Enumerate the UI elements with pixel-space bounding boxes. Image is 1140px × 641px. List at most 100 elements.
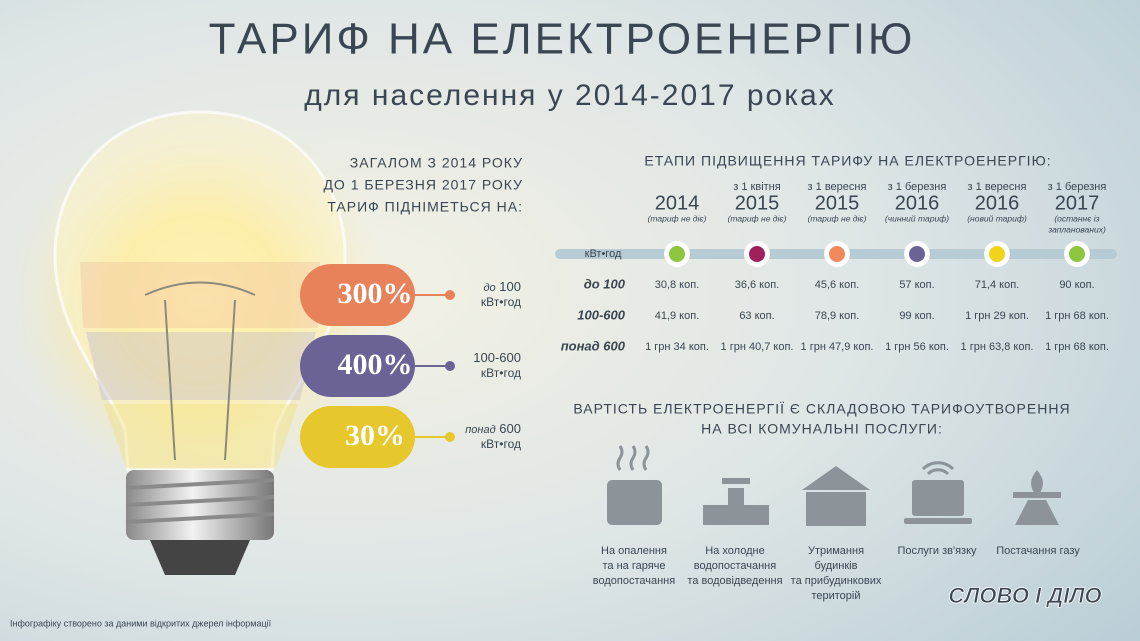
connector-dot: [445, 432, 455, 442]
service-label: водопостачання: [694, 560, 776, 572]
tariff-value: 90 коп.: [1059, 279, 1094, 291]
connector-dot: [445, 290, 455, 300]
range-unit: кВт•год: [481, 366, 521, 380]
range-amount: 600: [499, 421, 521, 436]
tariff-value: 1 грн 29 коп.: [965, 310, 1029, 322]
service-icons: [607, 445, 1061, 526]
timeline-unit: кВт•год: [585, 248, 622, 260]
stage-note: (тариф не діє): [808, 213, 867, 223]
tariff-value: 1 грн 68 коп.: [1045, 310, 1109, 322]
tariff-value: 71,4 коп.: [975, 279, 1020, 291]
row-label: до 100: [584, 276, 626, 291]
stage-date: з 1 квітня: [733, 181, 780, 193]
stage-date: з 1 березня: [888, 181, 947, 193]
service-label: Утримання: [808, 545, 864, 557]
icon-pipe: [703, 478, 769, 525]
filament: [144, 281, 256, 461]
intro-line: ЗАГАЛОМ З 2014 РОКУ: [350, 155, 523, 171]
increase-value: 30%: [345, 419, 405, 452]
service-label: та на гаряче: [602, 560, 665, 572]
row-label: 100-600: [577, 307, 625, 322]
service-label: На опалення: [601, 545, 667, 557]
range-amount: 100: [499, 279, 521, 294]
stage-year: 2015: [815, 192, 860, 214]
stage-dot: [669, 246, 685, 262]
service-label: та водовідведення: [687, 575, 782, 587]
increase-range: понад 600: [465, 421, 521, 436]
increase-pill: [300, 335, 415, 397]
stage-note: (чинний тариф): [885, 213, 949, 223]
service-label: На холодне: [705, 545, 764, 557]
stage-dot: [909, 246, 925, 262]
stage-date: з 1 березня: [1048, 181, 1107, 193]
tariff-value: 1 грн 63,8 коп.: [961, 341, 1034, 353]
stage-note: (новий тариф): [967, 213, 1027, 223]
stage-dot: [829, 246, 845, 262]
bulb-glow: [10, 110, 390, 490]
title: ТАРИФ НА ЕЛЕКТРОЕНЕРГІЮ: [209, 15, 916, 64]
range-unit: кВт•год: [481, 295, 521, 309]
stage-note: (тариф не діє): [648, 213, 707, 223]
tariff-value: 45,6 коп.: [815, 279, 860, 291]
icon-gas: [1013, 470, 1061, 525]
content: ЗАГАЛОМ З 2014 РОКУ ДО 1 БЕРЕЗНЯ 2017 РОК…: [300, 153, 1117, 602]
stage-dot: [989, 246, 1005, 262]
increase-value: 300%: [338, 277, 413, 310]
tariff-value: 36,6 коп.: [735, 279, 780, 291]
stage-year: 2015: [735, 192, 780, 214]
icon-building: [802, 466, 870, 526]
range-unit: кВт•год: [481, 437, 521, 451]
stage-note: (останнє із: [1054, 213, 1099, 223]
logo: СЛОВО І ДІЛО: [948, 583, 1101, 608]
tariff-value: 1 грн 47,9 коп.: [801, 341, 874, 353]
intro-line: ДО 1 БЕРЕЗНЯ 2017 РОКУ: [323, 177, 523, 193]
bulb-thread: [125, 478, 275, 524]
tariff-value: 63 коп.: [739, 310, 774, 322]
services-title: ВАРТІСТЬ ЕЛЕКТРОЕНЕРГІЇ Є СКЛАДОВОЮ ТАРИ…: [573, 401, 1070, 417]
stage-year: 2017: [1055, 192, 1100, 214]
increase-range: 100-600: [473, 350, 521, 365]
increase-value: 400%: [338, 348, 413, 381]
stage-date: з 1 вересня: [968, 181, 1027, 193]
icon-radiator: [607, 445, 662, 525]
stage-date: з 1 вересня: [808, 181, 867, 193]
tariff-value: 99 коп.: [899, 310, 934, 322]
service-label: будинків: [815, 560, 858, 572]
range-prefix: до: [483, 282, 495, 294]
services-title: НА ВСІ КОМУНАЛЬНІ ПОСЛУГИ:: [701, 421, 943, 437]
bulb-tip: [150, 540, 250, 575]
service-label: та прибудинкових: [791, 575, 882, 587]
increase-pill: [300, 406, 415, 468]
stage-year: 2016: [975, 192, 1020, 214]
stage-year: 2014: [655, 192, 700, 214]
increase-range: до 100: [483, 279, 521, 294]
tariff-value: 1 грн 56 коп.: [885, 341, 949, 353]
service-label: Постачання газу: [996, 545, 1080, 557]
connector-dot: [445, 361, 455, 371]
range-prefix: понад: [465, 424, 495, 436]
tariff-value: 1 грн 68 коп.: [1045, 341, 1109, 353]
intro-line: ТАРИФ ПІДНІМЕТЬСЯ НА:: [327, 199, 523, 215]
stage-year: 2016: [895, 192, 940, 214]
tariff-value: 57 коп.: [899, 279, 934, 291]
bulb-band: [86, 332, 316, 400]
service-label: Послуги зв'язку: [897, 545, 977, 557]
stage-note: запланованих): [1047, 224, 1106, 234]
service-label: територій: [811, 590, 860, 602]
icon-laptop: [904, 461, 972, 524]
tariff-value: 1 грн 40,7 коп.: [721, 341, 794, 353]
tariff-value: 78,9 коп.: [815, 310, 860, 322]
bulb-band: [104, 404, 298, 468]
subtitle: для населення у 2014-2017 роках: [304, 79, 835, 112]
stage-dot: [749, 246, 765, 262]
stage-dot: [1069, 246, 1085, 262]
bulb: [10, 110, 390, 575]
service-label: водопостачання: [593, 575, 675, 587]
stage-note: (тариф не діє): [728, 213, 787, 223]
range-amount: 100-600: [473, 350, 521, 365]
tariff-value: 1 грн 34 коп.: [645, 341, 709, 353]
bulb-band: [80, 262, 320, 328]
footer-note: Інфографіку створено за даними відкритих…: [10, 618, 272, 628]
